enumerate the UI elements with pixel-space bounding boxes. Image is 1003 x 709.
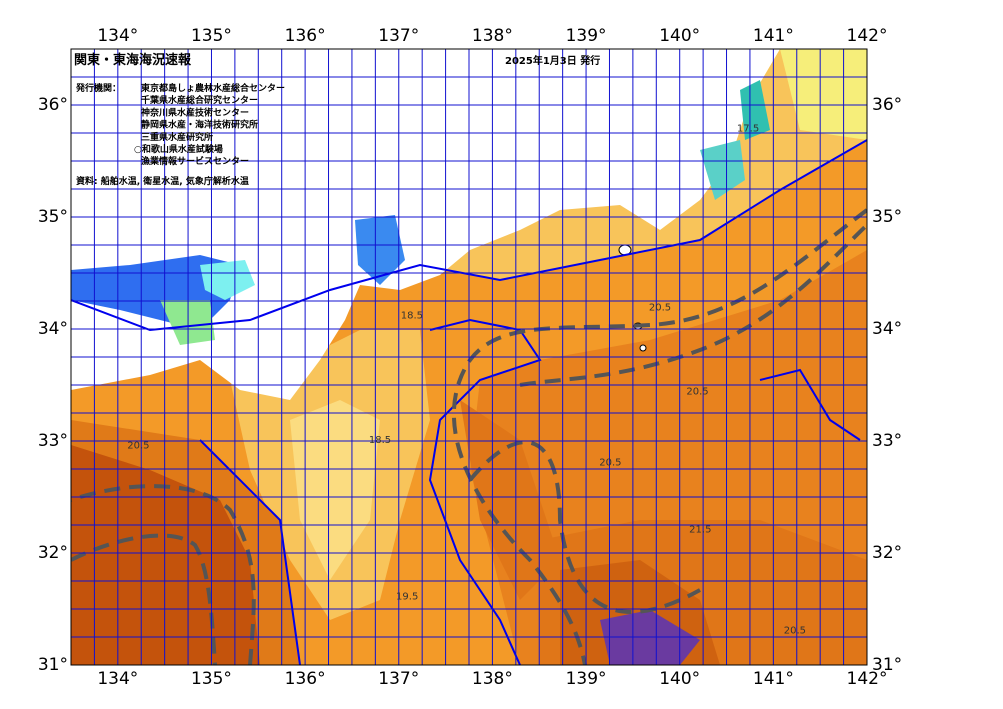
source: 資料: 船舶水温, 衛星水温, 気象庁解析水温 bbox=[76, 175, 249, 187]
organization: 神奈川県水産技術センター bbox=[141, 106, 249, 118]
x-tick-label-bottom: 136° bbox=[285, 669, 326, 689]
x-tick-label-top: 139° bbox=[566, 26, 607, 46]
map-frame bbox=[70, 48, 868, 666]
y-tick-label-right: 34° bbox=[872, 319, 902, 339]
organizations-label: 発行機関： bbox=[75, 82, 121, 94]
title: 関東・東海海況速報 bbox=[74, 52, 192, 68]
organization: ○和歌山県水産試験場 bbox=[134, 143, 223, 155]
y-tick-label-right: 36° bbox=[872, 95, 902, 115]
isotherm-label: 18.5 bbox=[369, 435, 391, 446]
organization: 漁業情報サービスセンター bbox=[141, 155, 249, 167]
y-tick-label-left: 35° bbox=[38, 207, 68, 227]
x-tick-label-bottom: 138° bbox=[472, 669, 513, 689]
x-tick-label-top: 135° bbox=[191, 26, 232, 46]
x-tick-label-bottom: 134° bbox=[97, 669, 138, 689]
x-tick-label-top: 134° bbox=[97, 26, 138, 46]
x-tick-label-top: 136° bbox=[285, 26, 326, 46]
x-tick-label-top: 140° bbox=[659, 26, 700, 46]
y-tick-label-right: 35° bbox=[872, 207, 902, 227]
organization: 三重県水産研究所 bbox=[141, 131, 213, 143]
x-tick-label-top: 137° bbox=[378, 26, 419, 46]
organization: 千葉県水産総合研究センター bbox=[141, 94, 258, 106]
isotherm-label: 20.5 bbox=[127, 440, 149, 451]
axis-labels: 134° 134° 135° 135° 136° 136° 137° 137° 138° 138°… bbox=[38, 26, 902, 689]
y-tick-label-left: 33° bbox=[38, 431, 68, 451]
isotherm-label: 20.5 bbox=[686, 387, 708, 398]
x-tick-label-top: 141° bbox=[753, 26, 794, 46]
isotherm-label: 19.5 bbox=[396, 592, 418, 603]
x-tick-label-bottom: 140° bbox=[659, 669, 700, 689]
isotherm-label: 20.5 bbox=[649, 303, 671, 314]
organization: 東京都島しょ農林水産総合センター bbox=[141, 82, 285, 94]
isotherm-labels: 18.5 20.5 20.5 20.5 19.5 21.5 18.5 20.5 20.5 17.5 bbox=[127, 124, 806, 637]
x-tick-label-bottom: 135° bbox=[191, 669, 232, 689]
x-tick-label-top: 142° bbox=[847, 26, 888, 46]
x-tick-label-bottom: 139° bbox=[566, 669, 607, 689]
x-tick-label-bottom: 141° bbox=[753, 669, 794, 689]
x-tick-label-bottom: 137° bbox=[378, 669, 419, 689]
isotherm-label: 17.5 bbox=[737, 124, 759, 135]
isotherm-label: 21.5 bbox=[689, 524, 711, 535]
organizations: 東京都島しょ農林水産総合センター千葉県水産総合研究センター神奈川県水産技術センタ… bbox=[134, 82, 285, 167]
isotherm-label: 18.5 bbox=[401, 311, 423, 322]
y-tick-label-left: 34° bbox=[38, 319, 68, 339]
y-tick-label-left: 31° bbox=[38, 655, 68, 675]
grid bbox=[71, 49, 867, 665]
isotherm-label: 20.5 bbox=[599, 457, 621, 468]
y-tick-label-right: 32° bbox=[872, 543, 902, 563]
x-tick-label-bottom: 142° bbox=[847, 669, 888, 689]
isotherm-label: 20.5 bbox=[784, 625, 806, 636]
y-tick-label-right: 31° bbox=[872, 655, 902, 675]
organization: 静岡県水産・海洋技術研究所 bbox=[141, 119, 258, 131]
issue-date: 2025年1月3日 発行 bbox=[505, 54, 600, 67]
x-tick-label-top: 138° bbox=[472, 26, 513, 46]
y-tick-label-right: 33° bbox=[872, 431, 902, 451]
y-tick-label-left: 32° bbox=[38, 543, 68, 563]
y-tick-label-left: 36° bbox=[38, 95, 68, 115]
